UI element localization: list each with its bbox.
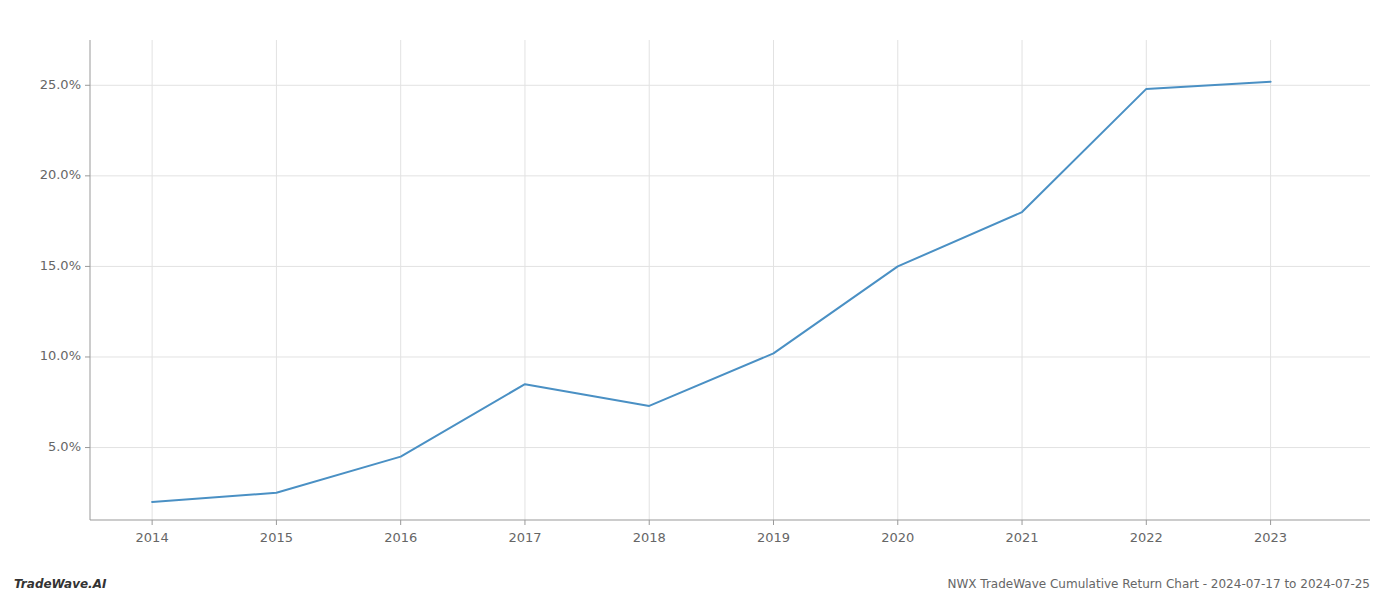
y-tick xyxy=(85,447,90,448)
y-tick-label: 5.0% xyxy=(48,439,81,454)
x-tick-label: 2018 xyxy=(633,530,666,545)
x-grid-line xyxy=(524,40,525,520)
x-tick-label: 2015 xyxy=(260,530,293,545)
x-grid-line xyxy=(773,40,774,520)
x-tick xyxy=(152,520,153,525)
y-tick xyxy=(85,175,90,176)
x-grid-line xyxy=(897,40,898,520)
x-tick xyxy=(773,520,774,525)
y-grid-line xyxy=(90,447,1370,448)
y-grid-line xyxy=(90,85,1370,86)
chart-container: 5.0% 10.0% 15.0% 20.0% 25.0% 2014 2015 2016 2017… xyxy=(0,0,1400,600)
y-tick xyxy=(85,356,90,357)
line-series xyxy=(152,82,1270,502)
x-tick-label: 2023 xyxy=(1254,530,1287,545)
y-tick xyxy=(85,266,90,267)
x-tick xyxy=(897,520,898,525)
x-tick-label: 2017 xyxy=(508,530,541,545)
y-grid-line xyxy=(90,266,1370,267)
x-tick xyxy=(1022,520,1023,525)
x-tick-label: 2016 xyxy=(384,530,417,545)
x-tick xyxy=(524,520,525,525)
x-grid-line xyxy=(1022,40,1023,520)
y-axis-line xyxy=(90,40,91,520)
x-tick xyxy=(649,520,650,525)
x-tick-label: 2021 xyxy=(1005,530,1038,545)
x-grid-line xyxy=(649,40,650,520)
y-tick xyxy=(85,85,90,86)
plot-area xyxy=(152,82,1270,502)
y-grid-line xyxy=(90,175,1370,176)
y-tick-label: 20.0% xyxy=(40,167,81,182)
x-axis-line xyxy=(90,520,1370,521)
x-tick-label: 2019 xyxy=(757,530,790,545)
x-tick-label: 2022 xyxy=(1130,530,1163,545)
y-grid-line xyxy=(90,356,1370,357)
y-tick-label: 15.0% xyxy=(40,258,81,273)
x-grid-line xyxy=(1270,40,1271,520)
watermark: TradeWave.AI xyxy=(14,577,107,591)
x-tick-label: 2014 xyxy=(136,530,169,545)
axes: 5.0% 10.0% 15.0% 20.0% 25.0% 2014 2015 2016 2017… xyxy=(40,40,1370,545)
x-tick xyxy=(1270,520,1271,525)
x-grid-line xyxy=(400,40,401,520)
x-grid-line xyxy=(1146,40,1147,520)
x-tick xyxy=(1146,520,1147,525)
x-grid-line xyxy=(152,40,153,520)
y-tick-label: 10.0% xyxy=(40,348,81,363)
x-tick xyxy=(400,520,401,525)
x-tick xyxy=(276,520,277,525)
grid xyxy=(90,40,1370,520)
y-tick-label: 25.0% xyxy=(40,77,81,92)
x-grid-line xyxy=(276,40,277,520)
background xyxy=(0,0,1400,600)
title: NWX TradeWave Cumulative Return Chart - … xyxy=(947,577,1370,591)
x-tick-label: 2020 xyxy=(881,530,914,545)
chart-svg: 5.0% 10.0% 15.0% 20.0% 25.0% 2014 2015 2016 2017… xyxy=(0,0,1400,600)
